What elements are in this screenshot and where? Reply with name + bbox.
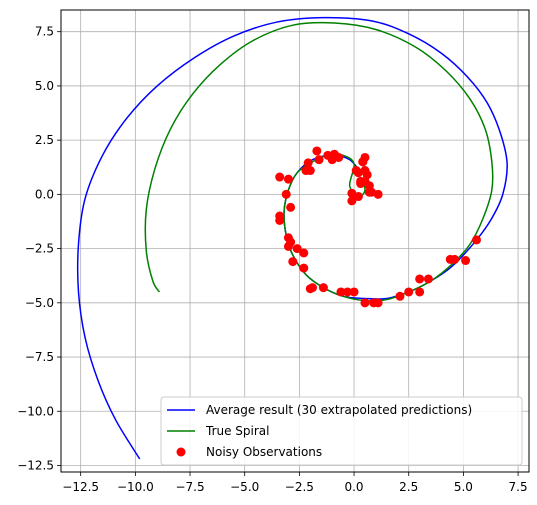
x-tick-label: −5.0 bbox=[230, 480, 259, 494]
data-point-noisy-observations bbox=[349, 287, 359, 297]
data-point-noisy-observations bbox=[358, 157, 368, 167]
plot-series bbox=[76, 16, 508, 460]
data-point-noisy-observations bbox=[450, 254, 460, 264]
data-point-noisy-observations bbox=[356, 179, 366, 189]
data-point-noisy-observations bbox=[360, 298, 370, 308]
data-point-noisy-observations bbox=[305, 284, 315, 294]
y-tick-label: 5.0 bbox=[35, 79, 54, 93]
data-point-noisy-observations bbox=[367, 187, 377, 197]
data-point-noisy-observations bbox=[288, 257, 298, 267]
x-tick-label: 2.5 bbox=[399, 480, 418, 494]
x-tick-label: 5.0 bbox=[454, 480, 473, 494]
data-point-noisy-observations bbox=[275, 215, 285, 225]
data-point-noisy-observations bbox=[415, 274, 425, 284]
data-point-noisy-observations bbox=[286, 202, 296, 212]
legend-label-noisy-observations: Noisy Observations bbox=[206, 445, 322, 459]
data-point-noisy-observations bbox=[275, 172, 285, 182]
data-point-noisy-observations bbox=[303, 158, 313, 168]
x-tick-label: −2.5 bbox=[285, 480, 314, 494]
y-tick-label: 0.0 bbox=[35, 187, 54, 201]
y-tick-label: 2.5 bbox=[35, 133, 54, 147]
data-point-noisy-observations bbox=[314, 155, 324, 165]
data-point-noisy-observations bbox=[336, 287, 346, 297]
data-point-noisy-observations bbox=[347, 196, 357, 206]
x-tick-label: −12.5 bbox=[62, 480, 99, 494]
legend-label-average: Average result (30 extrapolated predicti… bbox=[206, 403, 472, 417]
x-tick-label: 0.0 bbox=[344, 480, 363, 494]
x-tick-label: 7.5 bbox=[509, 480, 528, 494]
y-tick-label: 7.5 bbox=[35, 25, 54, 39]
data-point-noisy-observations bbox=[353, 192, 363, 202]
data-point-noisy-observations bbox=[472, 235, 482, 245]
y-tick-label: −7.5 bbox=[25, 350, 54, 364]
y-tick-label: −10.0 bbox=[17, 404, 54, 418]
data-point-noisy-observations bbox=[353, 168, 363, 178]
data-point-noisy-observations bbox=[395, 291, 405, 301]
x-tick-label: −10.0 bbox=[117, 480, 154, 494]
data-point-noisy-observations bbox=[373, 298, 383, 308]
data-point-noisy-observations bbox=[318, 283, 328, 293]
data-point-noisy-observations bbox=[299, 248, 309, 258]
y-tick-label: −5.0 bbox=[25, 296, 54, 310]
data-point-noisy-observations bbox=[299, 263, 309, 273]
legend-label-true-spiral: True Spiral bbox=[205, 424, 270, 438]
y-tick-label: −12.5 bbox=[17, 458, 54, 472]
data-point-noisy-observations bbox=[423, 274, 433, 284]
axes-frame bbox=[60, 9, 530, 473]
data-point-noisy-observations bbox=[342, 287, 352, 297]
legend: Average result (30 extrapolated predicti… bbox=[160, 396, 523, 466]
data-point-noisy-observations bbox=[334, 152, 344, 162]
data-point-noisy-observations bbox=[404, 287, 414, 297]
data-point-noisy-observations bbox=[301, 166, 311, 176]
data-point-noisy-observations bbox=[415, 287, 425, 297]
data-point-noisy-observations bbox=[281, 189, 291, 199]
data-point-noisy-observations bbox=[283, 241, 293, 251]
axis-ticks: −12.5 −10.0 −7.5 −5.0 −2.5 0.0 2.5 5.0 7.5 7.5 5.0… bbox=[17, 25, 527, 494]
data-point-noisy-observations bbox=[461, 256, 471, 266]
legend-frame bbox=[160, 396, 523, 466]
data-point-noisy-observations bbox=[312, 146, 322, 156]
legend-swatch-noisy-observations bbox=[176, 447, 186, 457]
data-point-noisy-observations bbox=[283, 174, 293, 184]
x-tick-label: −7.5 bbox=[175, 480, 204, 494]
y-tick-label: −2.5 bbox=[25, 242, 54, 256]
data-point-noisy-observations bbox=[292, 244, 302, 254]
